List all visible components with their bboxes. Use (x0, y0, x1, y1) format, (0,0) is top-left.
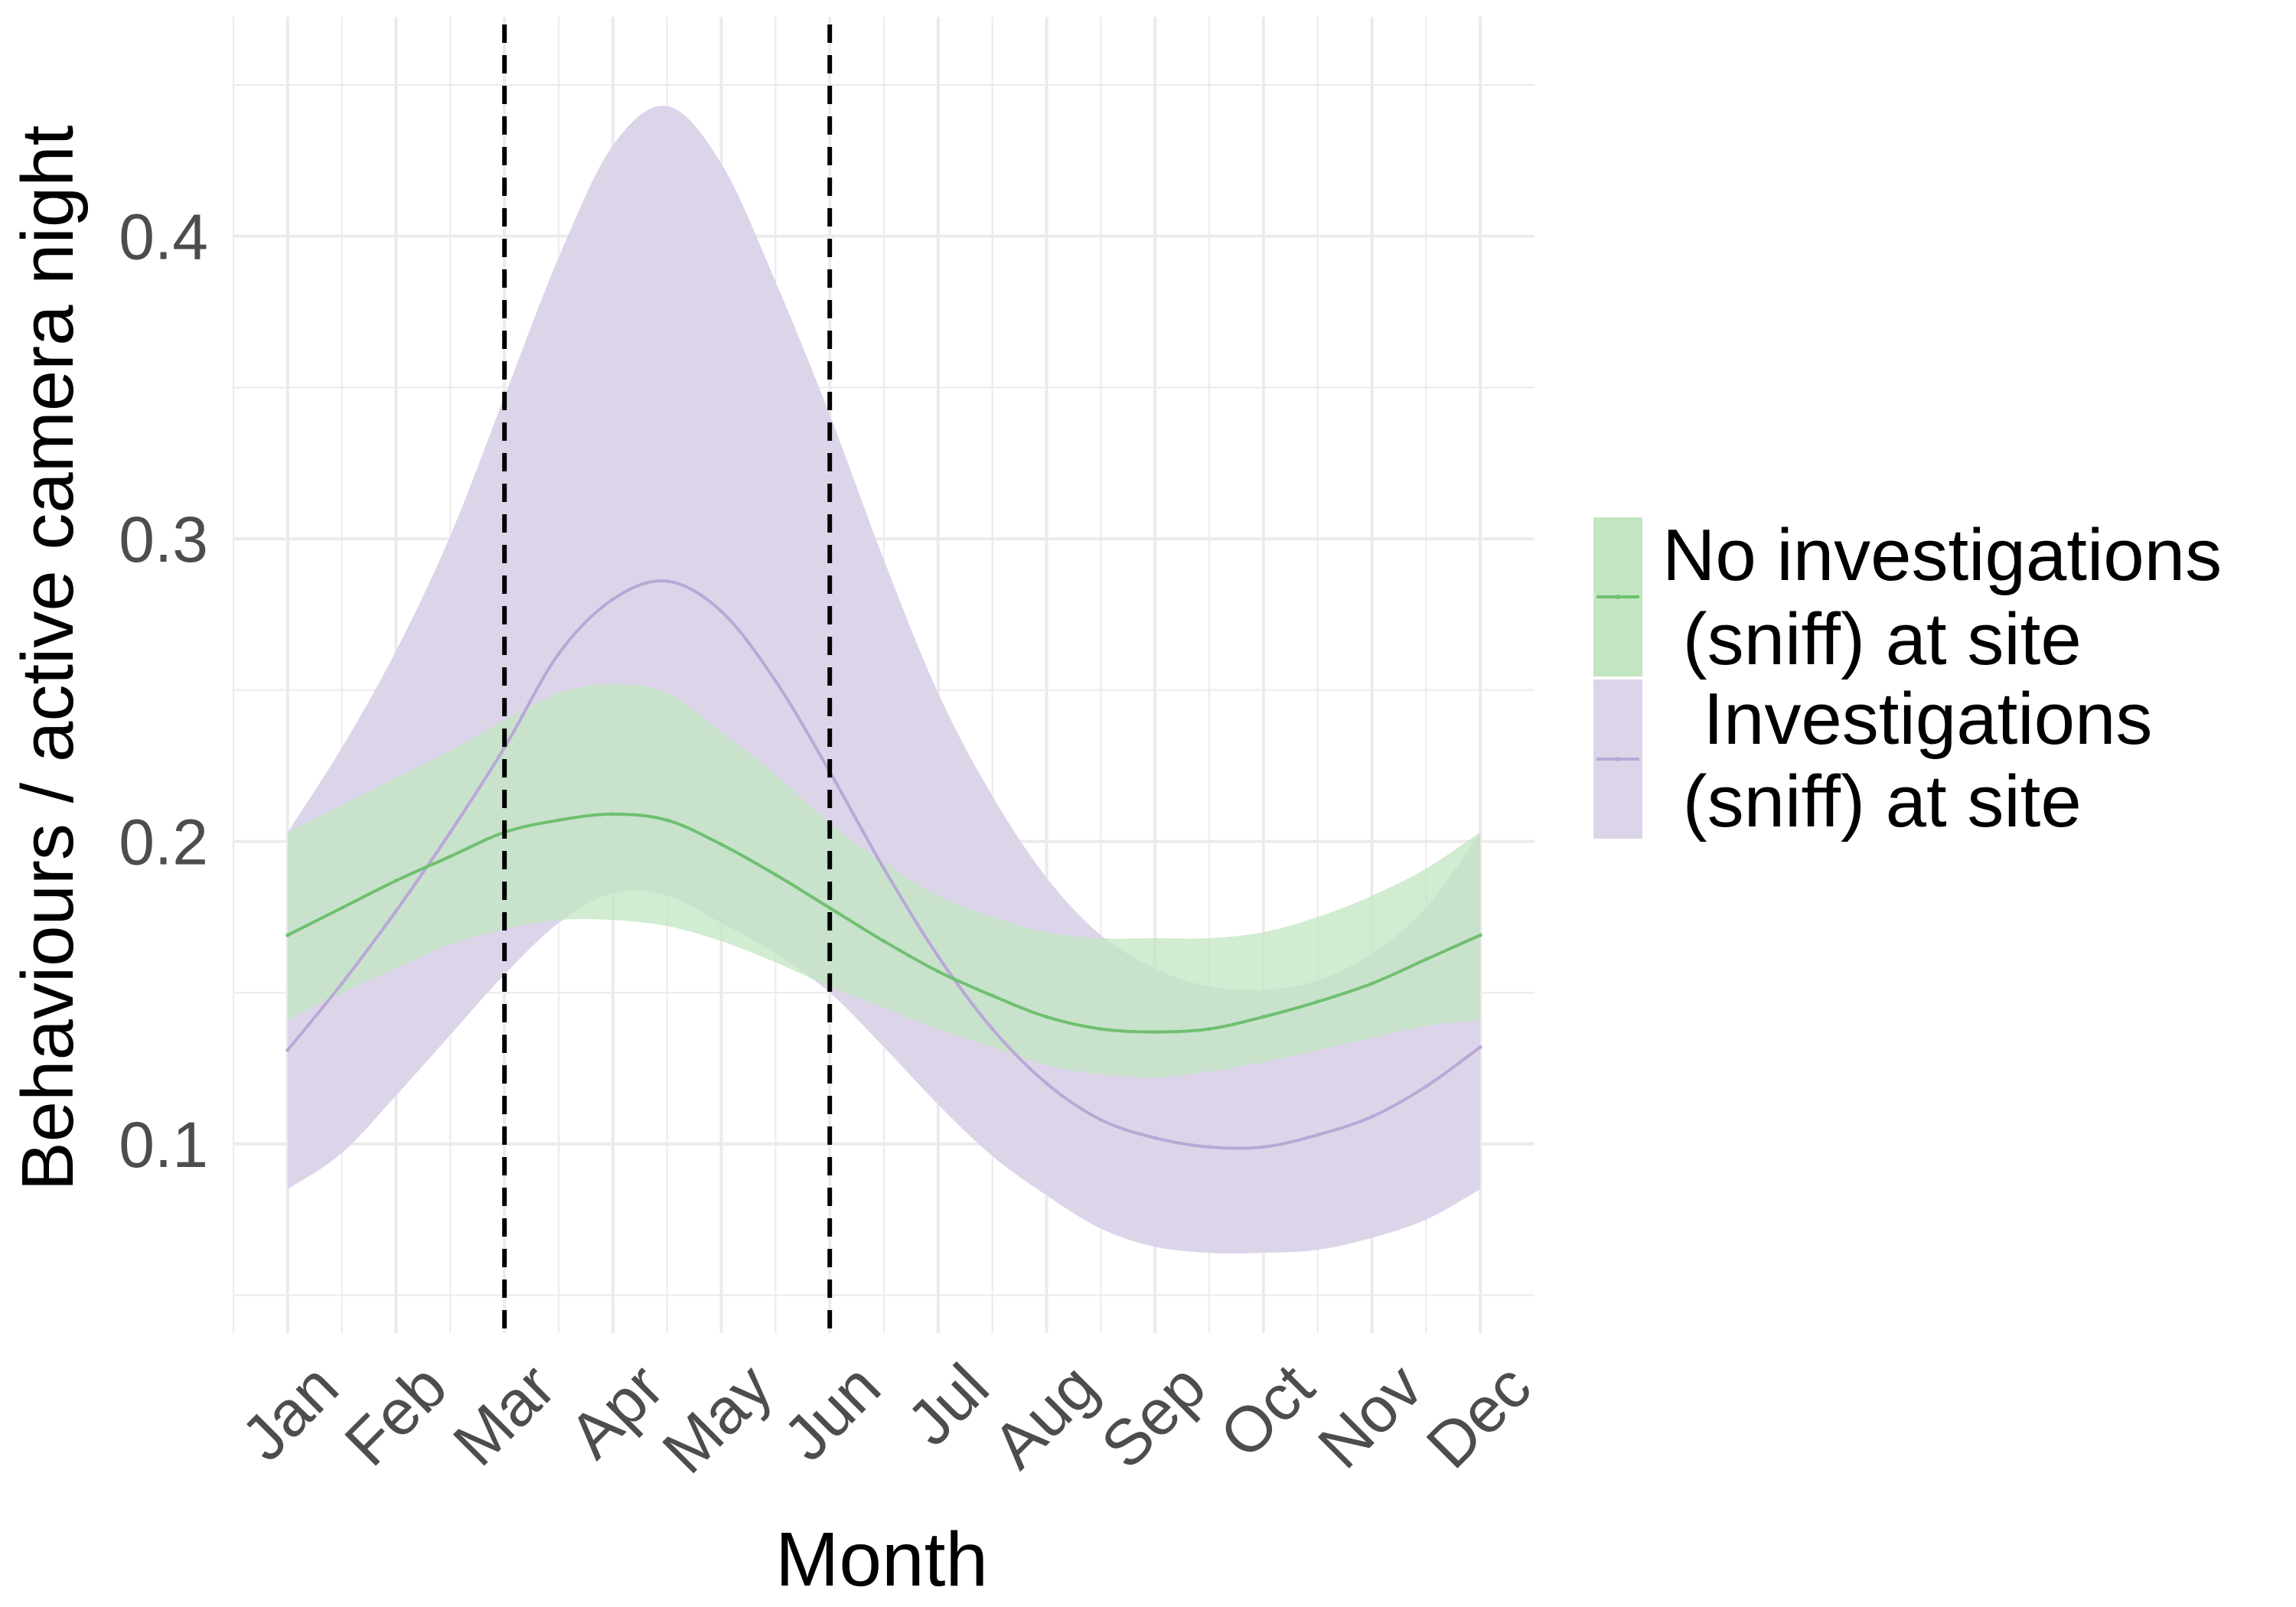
x-tick-label: Nov (1304, 1350, 1436, 1482)
legend-label: No investigations (1662, 514, 2222, 596)
x-axis-title: Month (775, 1517, 988, 1602)
point-investigations (1261, 1145, 1266, 1149)
point-no-investigations (827, 905, 832, 910)
point-investigations (1098, 1117, 1103, 1122)
legend: No investigations (sniff) at site Invest… (1593, 514, 2222, 843)
x-tick-label: Aug (979, 1350, 1110, 1482)
y-tick-label: 0.4 (119, 201, 208, 273)
point-no-investigations (665, 818, 670, 823)
series-lines (285, 579, 1482, 1150)
reference-lines (502, 24, 833, 1333)
x-tick-label: Feb (331, 1350, 460, 1479)
y-tick-label: 0.2 (119, 806, 208, 878)
legend-label: Investigations (1662, 678, 2152, 760)
point-no-investigations (394, 878, 398, 883)
point-no-investigations (719, 842, 723, 846)
point-investigations (556, 651, 561, 656)
point-investigations (611, 597, 615, 601)
point-no-investigations (773, 872, 778, 877)
x-tick-label: Jan (227, 1350, 351, 1474)
y-axis-title: Behaviours / active camera night (7, 125, 89, 1191)
point-no-investigations (611, 812, 615, 817)
point-no-investigations (1207, 1027, 1212, 1032)
x-tick-label: Oct (1206, 1350, 1328, 1472)
point-investigations (1424, 1084, 1428, 1089)
point-investigations (665, 579, 670, 583)
x-tick-label: Apr (556, 1350, 677, 1472)
x-tick-label: Jul (893, 1350, 1002, 1459)
point-no-investigations (936, 969, 941, 973)
x-tick-label: May (649, 1350, 786, 1487)
x-tick-label: Dec (1413, 1350, 1544, 1482)
point-no-investigations (1424, 957, 1428, 962)
point-no-investigations (1261, 1015, 1266, 1019)
point-no-investigations (990, 993, 995, 998)
point-investigations (448, 830, 452, 835)
legend-key-point (1616, 757, 1620, 761)
point-investigations (340, 981, 344, 986)
point-no-investigations (1045, 1015, 1049, 1019)
point-investigations (1370, 1114, 1374, 1119)
x-tick-label: Jun (770, 1350, 894, 1474)
point-no-investigations (556, 818, 561, 823)
confidence-bands (287, 106, 1481, 1253)
point-investigations (1045, 1081, 1049, 1086)
x-tick-label: Mar (439, 1350, 569, 1479)
point-investigations (1153, 1136, 1157, 1140)
x-tick-label: Sep (1088, 1350, 1219, 1482)
point-no-investigations (1098, 1027, 1103, 1032)
band-investigations (287, 106, 1481, 1253)
point-investigations (990, 1027, 995, 1032)
y-tick-label: 0.3 (119, 504, 208, 575)
point-investigations (1207, 1145, 1212, 1149)
point-no-investigations (340, 905, 344, 910)
point-no-investigations (1370, 981, 1374, 986)
point-no-investigations (1478, 933, 1482, 937)
legend-label: (sniff) at site (1662, 598, 2082, 680)
point-no-investigations (1153, 1030, 1157, 1035)
point-investigations (936, 954, 941, 959)
point-investigations (882, 866, 886, 871)
point-no-investigations (285, 933, 290, 937)
point-investigations (773, 679, 778, 683)
point-investigations (1478, 1045, 1482, 1049)
point-investigations (285, 1048, 290, 1052)
point-investigations (1316, 1133, 1320, 1137)
point-no-investigations (448, 854, 452, 859)
point-investigations (394, 908, 398, 913)
legend-key-point (1616, 595, 1620, 599)
y-tick-labels: 0.1 0.2 0.3 0.4 (119, 201, 208, 1181)
point-no-investigations (1316, 999, 1320, 1004)
point-investigations (719, 609, 723, 614)
legend-label: (sniff) at site (1662, 761, 2082, 843)
point-no-investigations (882, 939, 886, 944)
y-tick-label: 0.1 (119, 1109, 208, 1181)
band-no-investigations (287, 683, 1481, 1078)
